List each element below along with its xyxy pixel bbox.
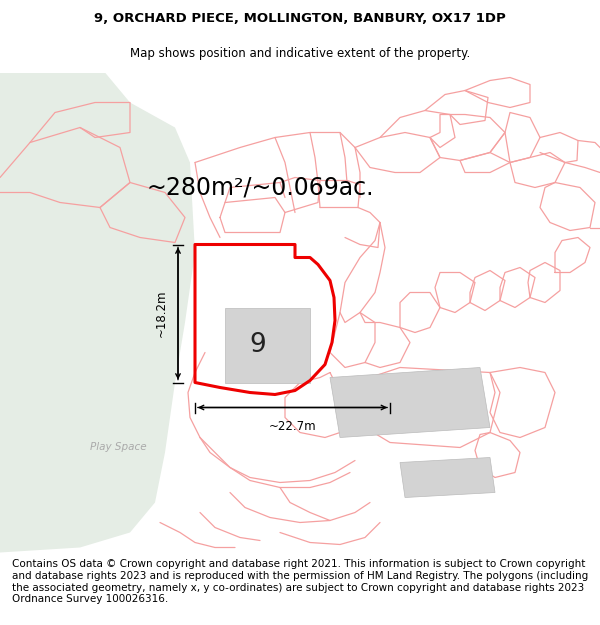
Polygon shape [225,308,310,382]
Text: Contains OS data © Crown copyright and database right 2021. This information is : Contains OS data © Crown copyright and d… [12,559,588,604]
Text: Play Space: Play Space [89,442,146,452]
Polygon shape [330,368,490,438]
Text: ~18.2m: ~18.2m [155,290,168,338]
Text: ~280m²/~0.069ac.: ~280m²/~0.069ac. [146,176,374,199]
Polygon shape [400,458,495,498]
Text: Map shows position and indicative extent of the property.: Map shows position and indicative extent… [130,48,470,60]
Text: ~22.7m: ~22.7m [269,419,316,432]
Text: 9: 9 [250,331,266,357]
Polygon shape [0,72,195,552]
Text: 9, ORCHARD PIECE, MOLLINGTON, BANBURY, OX17 1DP: 9, ORCHARD PIECE, MOLLINGTON, BANBURY, O… [94,12,506,25]
